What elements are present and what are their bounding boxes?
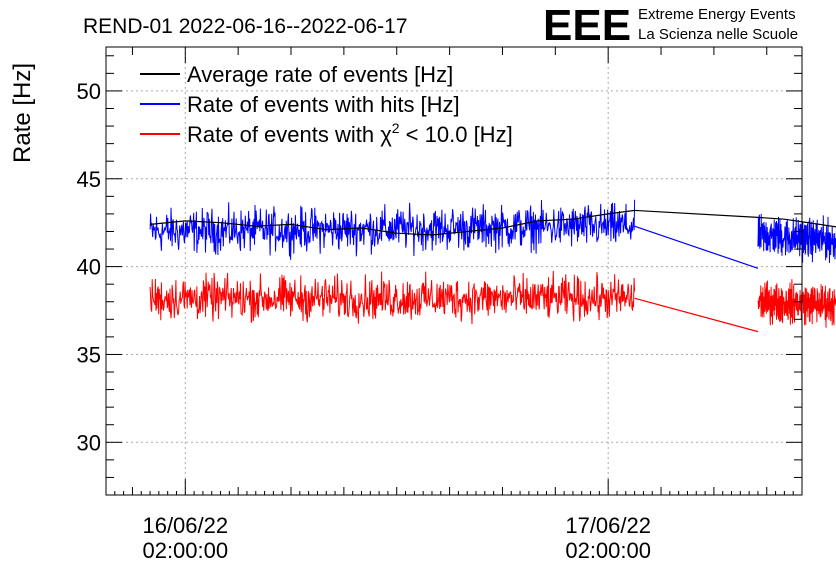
series-hits-segment-2 xyxy=(757,213,836,263)
series-chi2-segment-2 xyxy=(757,279,836,328)
y-tick-label: 35 xyxy=(77,342,101,367)
x-tick-label-time: 02:00:00 xyxy=(142,538,228,563)
x-tick-label-date: 17/06/22 xyxy=(565,513,651,538)
y-tick-label: 45 xyxy=(77,167,101,192)
logo-line-2: La Scienza nelle Scuole xyxy=(638,26,798,43)
logo: EEE Extreme Energy Events La Scienza nel… xyxy=(543,1,798,50)
legend-label-1: Average rate of events [Hz] xyxy=(187,62,453,87)
legend-label-3: Rate of events with χ2 < 10.0 [Hz] xyxy=(187,120,513,147)
y-tick-label: 40 xyxy=(77,255,101,280)
x-tick-label-date: 16/06/22 xyxy=(142,513,228,538)
series-hits-gap-line xyxy=(634,225,759,269)
logo-mark: EEE xyxy=(543,1,631,50)
axis-ticks xyxy=(105,47,803,496)
y-axis-label: Rate [Hz] xyxy=(9,63,36,163)
series-chi2-segment-1 xyxy=(149,270,636,325)
plot-frame xyxy=(105,46,803,496)
y-tick-label: 50 xyxy=(77,79,101,104)
series-hits-segment-1 xyxy=(149,199,636,260)
y-tick-labels: 30 35 40 45 50 xyxy=(77,79,101,455)
legend: Average rate of events [Hz] Rate of event… xyxy=(140,62,513,147)
logo-line-1: Extreme Energy Events xyxy=(638,6,796,23)
y-tick-label: 30 xyxy=(77,430,101,455)
grid xyxy=(106,47,802,495)
series-average-line xyxy=(150,209,836,236)
chart-title: REND-01 2022-06-16--2022-06-17 xyxy=(83,15,408,38)
series-layer xyxy=(149,199,836,333)
legend-label-2: Rate of events with hits [Hz] xyxy=(187,92,460,117)
series-chi2-gap-line xyxy=(634,297,759,333)
x-tick-label-time: 02:00:00 xyxy=(565,538,651,563)
